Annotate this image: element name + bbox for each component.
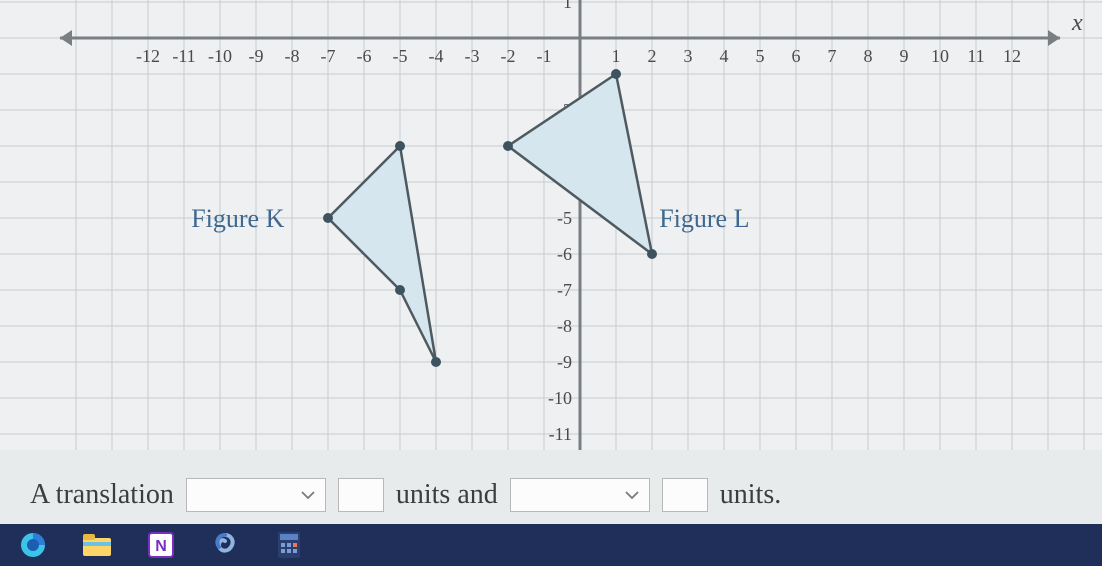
svg-text:12: 12 [1003,46,1021,66]
file-explorer-icon[interactable] [82,530,112,560]
content-area: x-12-11-10-9-8-7-6-5-4-3-2-1123456789101… [0,0,1102,524]
graph-svg: x-12-11-10-9-8-7-6-5-4-3-2-1123456789101… [0,0,1102,450]
svg-text:-2: -2 [501,46,516,66]
svg-text:11: 11 [967,46,984,66]
svg-text:1: 1 [563,0,572,12]
taskbar: N [0,524,1102,566]
app-icon[interactable] [210,530,240,560]
figure-k-label: Figure K [191,204,284,234]
chevron-down-icon [301,490,315,500]
svg-text:-5: -5 [393,46,408,66]
svg-text:1: 1 [612,46,621,66]
svg-text:4: 4 [720,46,729,66]
svg-text:2: 2 [648,46,657,66]
svg-text:-10: -10 [548,388,572,408]
svg-text:-9: -9 [557,352,572,372]
svg-text:6: 6 [792,46,801,66]
question-suffix: units. [720,479,781,511]
svg-text:-5: -5 [557,208,572,228]
figure-l-label: Figure L [659,204,749,234]
svg-text:-11: -11 [172,46,195,66]
onenote-icon[interactable]: N [146,530,176,560]
svg-text:-3: -3 [465,46,480,66]
calculator-icon[interactable] [274,530,304,560]
chevron-down-icon [625,490,639,500]
svg-text:-11: -11 [549,424,572,444]
svg-text:3: 3 [684,46,693,66]
question-row: A translation units and units. [30,478,1072,512]
coordinate-graph: x-12-11-10-9-8-7-6-5-4-3-2-1123456789101… [0,0,1102,450]
svg-text:-10: -10 [208,46,232,66]
svg-text:-1: -1 [537,46,552,66]
question-prefix: A translation [30,479,174,511]
units-input-2[interactable] [662,478,708,512]
question-mid: units and [396,479,498,511]
svg-text:x: x [1071,10,1083,36]
svg-text:10: 10 [931,46,949,66]
svg-text:-6: -6 [557,244,572,264]
svg-text:-7: -7 [557,280,572,300]
svg-text:-9: -9 [249,46,264,66]
direction-dropdown-2[interactable] [510,478,650,512]
svg-text:5: 5 [756,46,765,66]
units-input-1[interactable] [338,478,384,512]
svg-text:-6: -6 [357,46,372,66]
svg-text:-8: -8 [557,316,572,336]
svg-text:-7: -7 [321,46,336,66]
svg-text:N: N [155,538,167,555]
svg-text:9: 9 [900,46,909,66]
svg-text:8: 8 [864,46,873,66]
svg-text:-12: -12 [136,46,160,66]
svg-text:-8: -8 [285,46,300,66]
svg-text:7: 7 [828,46,837,66]
edge-icon[interactable] [18,530,48,560]
direction-dropdown-1[interactable] [186,478,326,512]
svg-text:-4: -4 [429,46,444,66]
